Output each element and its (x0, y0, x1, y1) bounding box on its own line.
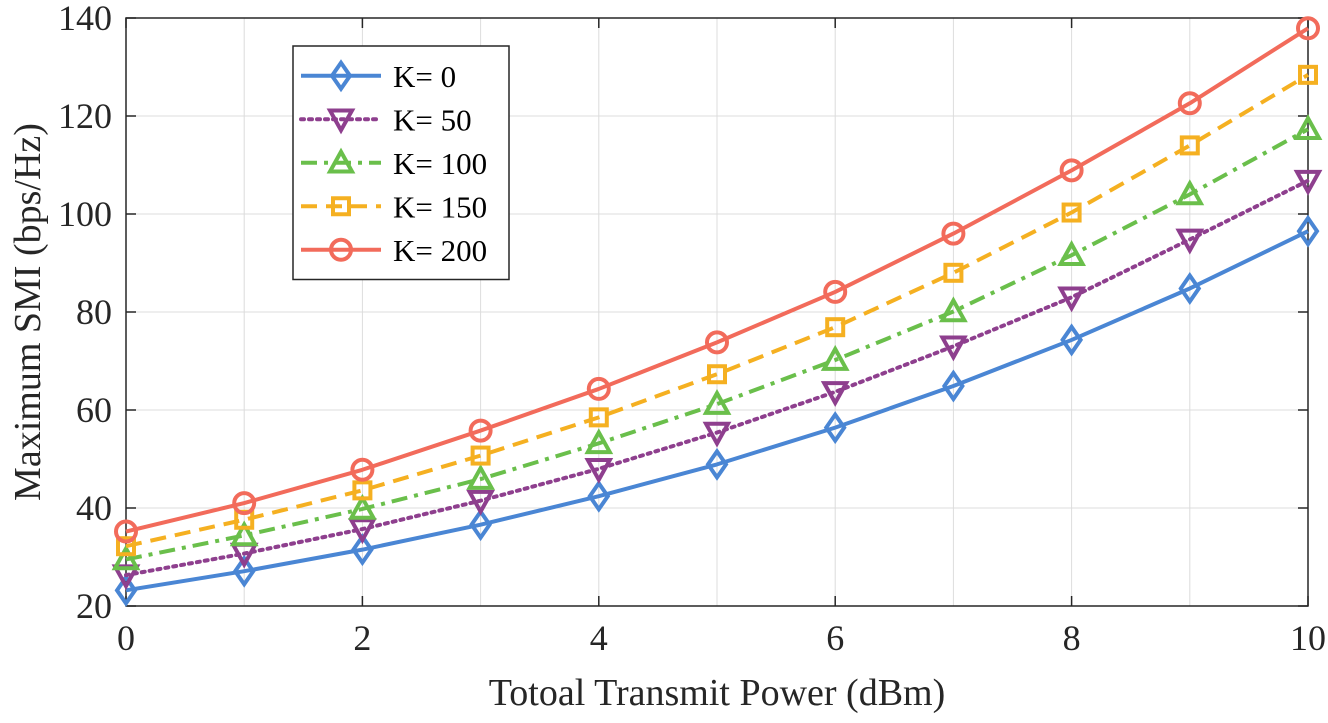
data-point (941, 369, 965, 403)
series-k-50 (111, 169, 1323, 591)
y-tick-label: 80 (76, 292, 112, 332)
series-k-0 (114, 214, 1320, 607)
legend-label: K= 50 (393, 102, 472, 137)
legend: K= 0 K= 50 K= 100 K= 150 K= 200 (292, 45, 510, 281)
data-point (348, 493, 377, 520)
data-point (825, 317, 846, 338)
data-point (352, 480, 373, 501)
data-point (1296, 16, 1320, 41)
series-line (125, 73, 1310, 549)
x-tick-label: 2 (353, 618, 371, 658)
data-point (587, 479, 611, 513)
data-point (350, 533, 374, 567)
data-point (1059, 158, 1084, 183)
data-point (331, 196, 351, 217)
legend-item: K= 100 (301, 146, 487, 181)
data-point (1057, 286, 1086, 313)
legend-label: K= 0 (393, 59, 456, 94)
data-point (705, 330, 729, 355)
x-tick-label: 10 (1290, 618, 1326, 658)
data-point (1298, 64, 1318, 85)
data-point (114, 573, 138, 607)
data-point (232, 554, 256, 588)
data-point (939, 335, 968, 362)
data-point (1057, 240, 1086, 266)
data-point (939, 296, 968, 323)
x-tick-label: 0 (117, 618, 135, 658)
data-point (702, 389, 732, 415)
data-point (1177, 91, 1202, 116)
legend-label: K= 150 (393, 189, 487, 224)
y-tick-label: 120 (58, 96, 112, 136)
data-point (111, 544, 141, 571)
data-point (584, 458, 614, 484)
data-point (468, 418, 493, 443)
data-point (820, 344, 850, 371)
legend-item: K= 200 (301, 233, 487, 268)
data-point (1061, 202, 1082, 223)
data-point (1060, 323, 1084, 357)
data-point (1175, 179, 1205, 206)
x-tick-label: 6 (826, 618, 844, 658)
legend-item: K= 50 (299, 102, 472, 137)
data-point (116, 536, 136, 557)
data-point (1178, 271, 1202, 305)
data-point (941, 221, 966, 246)
legend-label: K= 100 (393, 146, 487, 181)
series-line (124, 178, 1310, 578)
legend-box (292, 45, 510, 281)
data-point (1293, 114, 1323, 141)
data-point (114, 519, 138, 544)
y-tick-label: 40 (76, 488, 112, 528)
data-point (705, 447, 729, 481)
data-point (707, 364, 727, 385)
series-group (111, 16, 1323, 607)
data-point (1175, 228, 1205, 255)
y-tick-label: 100 (58, 194, 112, 234)
legend-item: K= 150 (301, 189, 487, 224)
x-axis-title: Totoal Transmit Power (dBm) (489, 672, 946, 714)
data-point (943, 262, 964, 283)
legend-label: K= 200 (393, 233, 487, 268)
data-point (1293, 169, 1323, 196)
series-line (125, 229, 1309, 593)
data-point (232, 491, 257, 516)
data-point (702, 421, 732, 448)
data-point (823, 279, 848, 304)
data-point (466, 463, 495, 490)
data-point (586, 376, 611, 401)
data-point (588, 407, 609, 428)
data-point (329, 59, 353, 93)
data-point (348, 518, 377, 545)
x-tick-label: 4 (590, 618, 608, 658)
legend-item: K= 0 (301, 59, 456, 94)
data-point (470, 445, 491, 466)
tick-labels: 0 2 4 6 8 10 20 40 60 80 100 120 140 (58, 0, 1326, 658)
data-point (466, 489, 495, 516)
x-tick-label: 8 (1063, 618, 1081, 658)
data-point (326, 147, 356, 174)
y-axis-title: Maximum SMI (bps/Hz) (7, 123, 49, 501)
series-k-200 (114, 16, 1320, 544)
data-point (1179, 135, 1200, 156)
y-tick-label: 140 (58, 0, 112, 38)
y-tick-label: 60 (76, 390, 112, 430)
data-point (229, 520, 259, 547)
data-point (823, 411, 847, 445)
data-point (350, 457, 375, 482)
series-line (125, 26, 1310, 534)
data-point (326, 108, 356, 135)
data-point (820, 381, 850, 407)
series-k-100 (111, 114, 1323, 571)
data-point (329, 237, 353, 262)
series-k-150 (116, 64, 1318, 557)
y-tick-label: 20 (76, 586, 112, 626)
data-point (1296, 214, 1320, 248)
data-point (469, 508, 493, 542)
data-point (584, 428, 614, 455)
